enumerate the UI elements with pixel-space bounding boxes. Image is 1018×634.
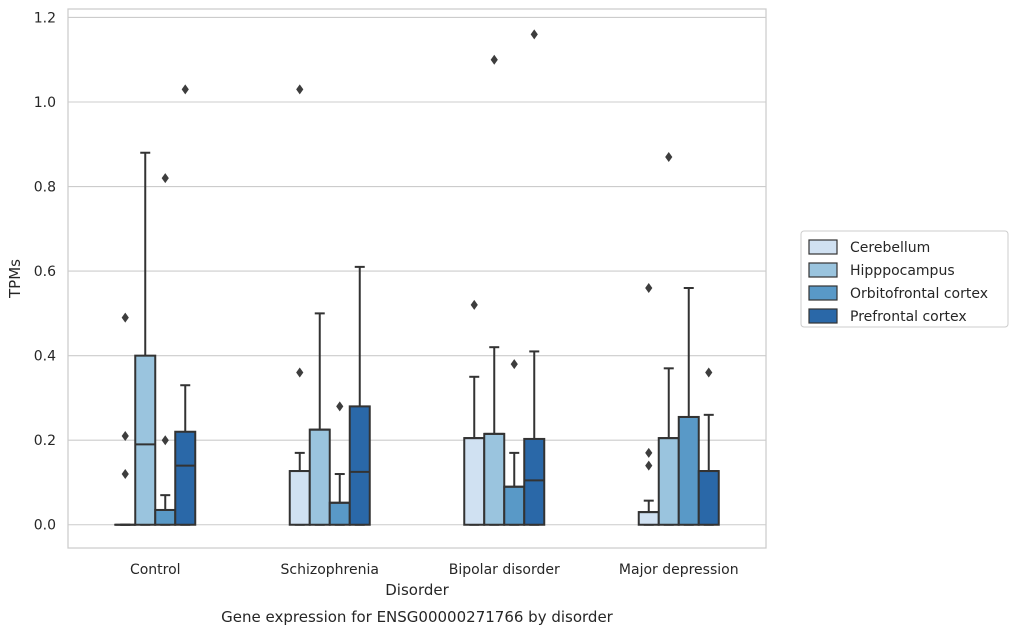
legend-swatch	[808, 285, 838, 301]
box	[677, 415, 700, 526]
outlier-point	[510, 359, 518, 370]
outlier-point	[645, 447, 653, 458]
box	[523, 437, 546, 526]
outlier-point	[490, 54, 498, 65]
x-axis-label: Disorder	[385, 581, 449, 599]
legend-label: Orbitofrontal cortex	[850, 286, 988, 302]
plot-frame	[67, 8, 767, 549]
box	[174, 430, 197, 526]
box-group	[134, 151, 157, 526]
outlier-point	[665, 151, 673, 162]
box-group	[348, 265, 371, 526]
box-group	[288, 84, 311, 526]
outlier-point	[161, 435, 169, 446]
legend-frame	[800, 230, 1009, 328]
x-tick-label: Major depression	[619, 562, 739, 578]
y-tick-label: 1.2	[34, 10, 56, 26]
y-tick-label: 0.8	[34, 180, 56, 196]
box-group	[463, 299, 486, 526]
legend-label: Cerebellum	[850, 240, 930, 256]
box	[637, 511, 660, 526]
outlier-point	[121, 430, 129, 441]
legend-label: Prefrontal cortex	[850, 309, 967, 325]
box-group	[677, 287, 700, 526]
box	[308, 428, 331, 526]
box	[657, 437, 680, 526]
outlier-point	[296, 367, 304, 378]
box-group	[523, 29, 546, 526]
y-tick-label: 1.0	[34, 95, 56, 111]
box-group	[697, 367, 720, 526]
outlier-point	[530, 29, 538, 40]
outlier-point	[121, 312, 129, 323]
legend-label: Hipppocampus	[850, 263, 955, 279]
box	[483, 432, 506, 526]
box	[503, 485, 526, 526]
outlier-point	[296, 84, 304, 95]
box-group	[483, 54, 506, 526]
x-axis-ticks: Control Schizophrenia Bipolar disorder Majo…	[130, 562, 739, 578]
box	[697, 470, 720, 526]
box	[154, 508, 177, 526]
box-group	[308, 312, 331, 526]
box	[463, 437, 486, 526]
box-group	[328, 401, 351, 526]
outlier-point	[181, 84, 189, 95]
y-tick-label: 0.0	[34, 518, 56, 534]
outlier-point	[336, 401, 344, 412]
box	[288, 470, 311, 526]
x-tick-label: Schizophrenia	[281, 562, 379, 578]
box-group	[657, 151, 680, 526]
x-tick-label: Bipolar disorder	[449, 562, 560, 578]
box	[328, 501, 351, 526]
chart-caption: Gene expression for ENSG00000271766 by d…	[221, 608, 614, 626]
legend-swatch	[808, 239, 838, 255]
outlier-point	[705, 367, 713, 378]
y-axis-label: TPMs	[6, 259, 24, 299]
y-tick-label: 0.4	[34, 349, 56, 365]
outlier-point	[161, 173, 169, 184]
legend: Cerebellum Hipppocampus Orbitofrontal cort…	[800, 230, 1009, 328]
box	[134, 354, 157, 526]
box-group	[503, 359, 526, 526]
outlier-point	[121, 469, 129, 480]
box-group	[174, 84, 197, 526]
box-group	[637, 283, 660, 526]
outlier-point	[470, 299, 478, 310]
legend-swatch	[808, 262, 838, 278]
box	[348, 405, 371, 526]
y-tick-label: 0.2	[34, 433, 56, 449]
box-group	[154, 173, 177, 526]
y-tick-label: 0.6	[34, 264, 56, 280]
box-group	[114, 312, 137, 526]
boxes	[114, 29, 720, 526]
y-axis-ticks: 0.0 0.2 0.4 0.6 0.8 1.0 1.2	[34, 10, 56, 533]
outlier-point	[645, 460, 653, 471]
x-tick-label: Control	[130, 562, 181, 578]
outlier-point	[645, 283, 653, 294]
legend-swatch	[808, 308, 838, 324]
